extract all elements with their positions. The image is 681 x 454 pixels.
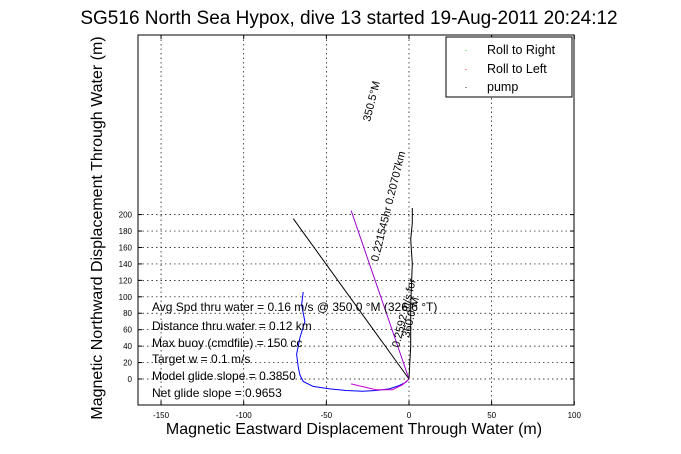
y-tick-label: 60 xyxy=(123,326,132,335)
y-tick-label: 100 xyxy=(119,293,133,302)
x-axis-label: Magnetic Eastward Displacement Through W… xyxy=(166,421,542,438)
info-text: Avg Spd thru water = 0.16 m/s @ 350.0 °M… xyxy=(152,300,437,400)
legend-marker-pump: · xyxy=(465,82,468,92)
info-avg-speed: Avg Spd thru water = 0.16 m/s @ 350.0 °M… xyxy=(152,300,437,314)
y-tick-label: 0 xyxy=(128,375,133,384)
info-net-glide: Net glide slope = 0.9653 xyxy=(152,386,282,400)
legend-label-pump: pump xyxy=(487,80,518,94)
y-tick-label: 80 xyxy=(123,309,132,318)
x-tick-label: 0 xyxy=(407,411,412,420)
y-tick-label: 140 xyxy=(119,260,133,269)
x-tick-label: -50 xyxy=(321,411,333,420)
series-line-1 xyxy=(350,378,410,391)
y-axis-label: Magnetic Northward Displacement Through … xyxy=(89,36,106,419)
grid xyxy=(138,35,574,405)
chart-title: SG516 North Sea Hypox, dive 13 started 1… xyxy=(80,8,617,29)
y-tick-label: 200 xyxy=(119,211,133,220)
axis-ticks: -150 -100 -50 0 50 100 0 20 40 60 80 100 120 140 160 18… xyxy=(119,35,582,420)
x-tick-label: 100 xyxy=(568,411,582,420)
series-line-0 xyxy=(296,291,410,392)
info-distance: Distance thru water = 0.12 km xyxy=(152,319,312,333)
y-tick-label: 160 xyxy=(119,243,133,252)
y-tick-label: 40 xyxy=(123,342,132,351)
info-target-w: Target w = 0.1 m/s xyxy=(152,352,250,366)
legend-box xyxy=(445,36,573,98)
y-tick-label: 180 xyxy=(119,227,133,236)
legend-marker-roll-right: · xyxy=(465,45,468,55)
series-group xyxy=(292,208,413,392)
y-tick-label: 120 xyxy=(119,276,133,285)
legend-label-roll-right: Roll to Right xyxy=(487,43,556,57)
series-line-4 xyxy=(408,208,413,380)
info-model-glide: Model glide slope = 0.3850 xyxy=(152,369,296,383)
legend-marker-roll-left: · xyxy=(465,64,468,74)
info-max-buoy: Max buoy (cmdfile) = 150 cc xyxy=(152,336,302,350)
y-tick-label: 20 xyxy=(123,359,132,368)
x-tick-label: -150 xyxy=(153,411,170,420)
legend-label-roll-left: Roll to Left xyxy=(487,62,547,76)
x-tick-label: -100 xyxy=(236,411,253,420)
series-line-3 xyxy=(350,210,410,380)
series-line-2 xyxy=(292,218,410,380)
x-tick-label: 50 xyxy=(487,411,496,420)
legend: · Roll to Right · Roll to Left · pump xyxy=(445,36,573,98)
